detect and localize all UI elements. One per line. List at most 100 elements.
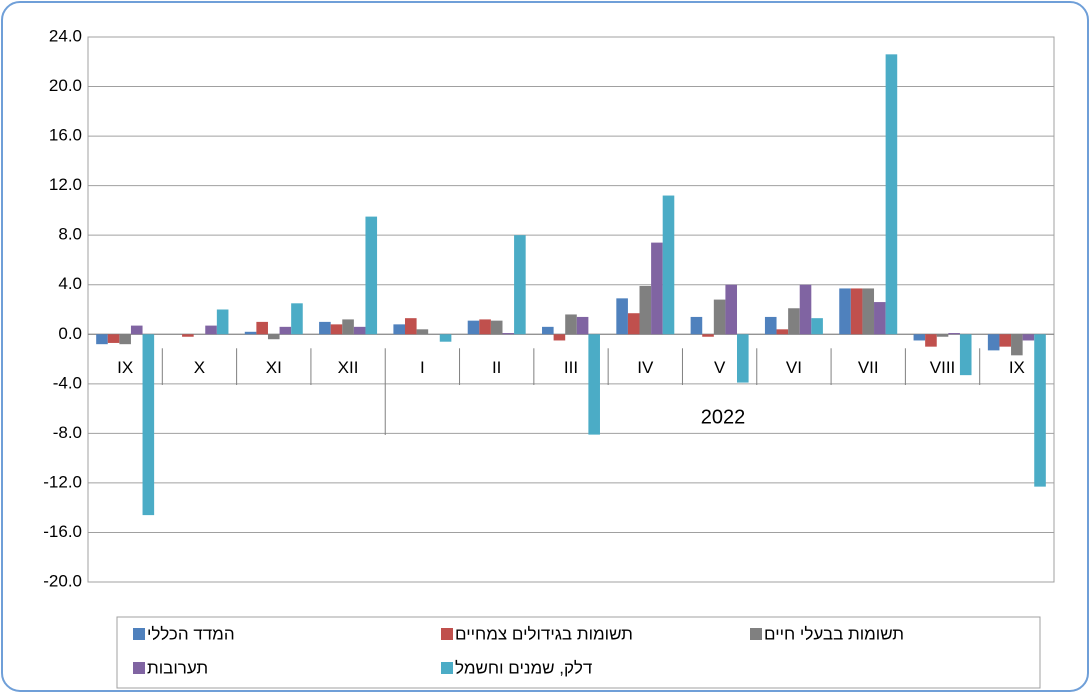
bar — [874, 302, 886, 335]
y-tick-label: 20.0 — [49, 76, 82, 95]
y-tick-label: 8.0 — [58, 225, 82, 244]
bar — [850, 288, 863, 335]
bar — [690, 316, 703, 335]
bar — [913, 334, 926, 341]
bar — [365, 216, 378, 335]
bar — [291, 303, 303, 335]
bar — [764, 316, 777, 335]
x-tick-label: VII — [858, 358, 879, 377]
y-tick-label: -16.0 — [43, 522, 82, 541]
bar — [565, 314, 577, 335]
legend-swatch — [750, 628, 762, 640]
bar — [936, 334, 949, 337]
bar — [514, 235, 526, 335]
bar — [839, 288, 851, 335]
plot-area — [87, 36, 1055, 583]
bar — [439, 334, 452, 342]
x-tick-label: II — [492, 358, 501, 377]
legend-label: דלק, שמנים וחשמל — [455, 658, 592, 677]
legend-swatch — [133, 628, 145, 640]
bar — [542, 326, 554, 335]
bar — [490, 320, 503, 335]
y-tick-label: 24.0 — [49, 26, 82, 45]
bar — [107, 334, 120, 343]
bar — [502, 333, 515, 335]
bar — [576, 316, 589, 335]
x-tick-label: IV — [637, 358, 654, 377]
bar — [662, 195, 675, 335]
bar — [256, 321, 268, 335]
bar — [467, 320, 480, 335]
legend-box — [116, 616, 1041, 689]
legend-swatch — [133, 662, 145, 674]
bar — [416, 329, 429, 335]
bar — [553, 334, 566, 341]
bar — [725, 284, 738, 335]
bar — [999, 334, 1012, 347]
x-tick-label: IX — [1009, 358, 1025, 377]
bar — [627, 313, 640, 335]
bar — [216, 309, 229, 335]
bar — [885, 54, 898, 335]
y-tick-label: 16.0 — [49, 126, 82, 145]
legend-label: תשומות בגידולים צמחיים — [455, 624, 633, 643]
x-tick-label: I — [420, 358, 425, 377]
x-tick-label: IX — [117, 358, 133, 377]
x-tick-label: V — [714, 358, 726, 377]
legend-label: תערובות — [147, 658, 208, 677]
bar — [1011, 334, 1023, 356]
bar — [588, 334, 600, 435]
bar — [862, 288, 875, 335]
bar — [811, 318, 823, 335]
y-tick-label: -20.0 — [43, 571, 82, 590]
bar — [788, 308, 800, 335]
legend-label: תשומות בבעלי חיים — [764, 624, 904, 643]
y-tick-label: -8.0 — [53, 423, 82, 442]
x-tick-label: XI — [266, 358, 282, 377]
y-tick-label: 4.0 — [58, 274, 82, 293]
bar — [267, 334, 280, 340]
bar — [96, 334, 108, 345]
x-tick-label: III — [564, 358, 578, 377]
bar — [182, 334, 194, 337]
bar — [279, 326, 292, 335]
bar — [330, 324, 343, 335]
bar — [776, 329, 789, 335]
x-tick-label: VIII — [930, 358, 956, 377]
legend-label: המדד הכללי — [147, 624, 235, 643]
bar — [737, 334, 749, 383]
y-tick-label: -12.0 — [43, 472, 82, 491]
x-tick-label: XII — [338, 358, 359, 377]
bar — [702, 334, 714, 337]
bar — [1022, 334, 1035, 341]
legend-swatch — [441, 628, 453, 640]
y-tick-label: 12.0 — [49, 175, 82, 194]
bar — [393, 324, 405, 335]
bar — [404, 318, 417, 335]
bar — [713, 299, 726, 335]
bar — [987, 334, 1000, 351]
bar — [205, 325, 217, 335]
legend-swatch — [441, 662, 453, 674]
bar — [639, 285, 652, 335]
y-tick-label: 0.0 — [58, 324, 82, 343]
bar — [799, 284, 812, 335]
bar — [948, 333, 960, 335]
bar — [130, 325, 143, 335]
bar — [342, 319, 354, 335]
bar — [244, 331, 257, 335]
bar — [925, 334, 937, 347]
bar — [959, 334, 972, 376]
bar — [616, 298, 628, 335]
x-tick-label: X — [194, 358, 205, 377]
bar — [1034, 334, 1046, 487]
bar — [142, 334, 155, 516]
y-tick-label: -4.0 — [53, 373, 82, 392]
bar — [319, 321, 331, 335]
year-label: 2022 — [701, 406, 746, 428]
bar — [479, 319, 491, 335]
bar — [651, 242, 663, 335]
x-tick-label: VI — [786, 358, 802, 377]
bar — [119, 334, 131, 345]
